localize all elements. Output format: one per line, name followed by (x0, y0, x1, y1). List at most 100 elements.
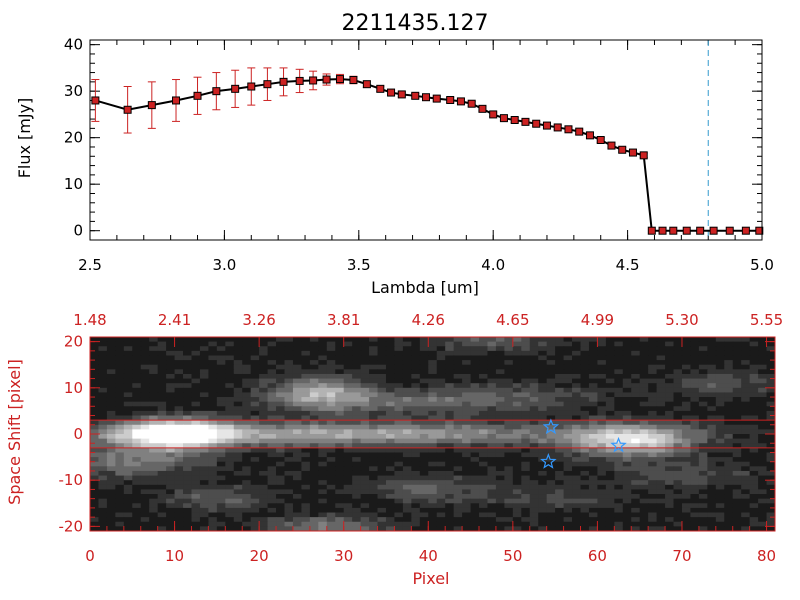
image-pixel (639, 373, 649, 380)
image-pixel (352, 526, 362, 532)
image-pixel (343, 369, 353, 375)
image-pixel (106, 457, 116, 463)
image-pixel (622, 406, 632, 412)
image-pixel (732, 383, 742, 389)
image-pixel (377, 420, 387, 426)
image-pixel (318, 503, 328, 509)
image-pixel (462, 526, 472, 532)
image-pixel (741, 498, 751, 504)
image-pixel (402, 341, 412, 347)
image-pixel (724, 383, 734, 389)
image-pixel (352, 346, 362, 352)
image-pixel (436, 378, 446, 384)
image-pixel (622, 424, 632, 430)
image-pixel (369, 350, 379, 356)
image-pixel (707, 392, 717, 398)
image-pixel (538, 507, 548, 514)
image-pixel (242, 406, 252, 412)
bottom-y-tick-label: 20 (64, 333, 83, 351)
image-pixel (724, 498, 734, 504)
image-pixel (546, 438, 556, 444)
image-pixel (326, 517, 336, 523)
image-pixel (242, 489, 252, 495)
image-pixel (538, 392, 548, 398)
image-pixel (157, 429, 167, 435)
image-pixel (259, 397, 269, 403)
image-pixel (360, 355, 370, 361)
image-pixel (385, 401, 395, 407)
image-pixel (656, 466, 666, 472)
image-pixel (309, 429, 319, 435)
image-pixel (673, 526, 683, 532)
image-pixel (758, 512, 768, 518)
image-pixel (681, 489, 691, 495)
image-pixel (732, 480, 742, 486)
image-pixel (174, 397, 184, 403)
image-pixel (614, 470, 624, 477)
image-pixel (724, 517, 734, 523)
image-pixel (597, 387, 607, 393)
image-pixel (149, 369, 159, 375)
image-pixel (250, 494, 260, 500)
image-pixel (470, 401, 480, 407)
image-pixel (208, 507, 218, 514)
image-pixel (140, 383, 150, 389)
image-pixel (673, 517, 683, 523)
bottom-y-tick-label: -10 (59, 471, 84, 489)
image-pixel (580, 498, 590, 504)
image-pixel (673, 443, 683, 449)
image-pixel (301, 498, 311, 504)
image-pixel (504, 461, 514, 467)
image-pixel (377, 461, 387, 467)
image-pixel (123, 429, 133, 435)
image-pixel (402, 526, 412, 532)
image-pixel (614, 484, 624, 490)
image-pixel (707, 526, 717, 532)
bottom-x-tick-label: 60 (588, 547, 607, 565)
image-pixel (199, 392, 209, 398)
image-pixel (741, 429, 751, 435)
image-pixel (157, 461, 167, 467)
image-pixel (707, 521, 717, 527)
image-pixel (741, 521, 751, 527)
image-pixel (698, 484, 708, 490)
image-pixel (428, 401, 438, 407)
image-pixel (741, 503, 751, 509)
image-pixel (580, 401, 590, 407)
image-pixel (98, 346, 108, 352)
image-pixel (335, 447, 345, 453)
image-pixel (411, 466, 421, 472)
image-pixel (707, 346, 717, 352)
image-pixel (572, 420, 581, 426)
image-pixel (495, 401, 505, 407)
image-pixel (208, 387, 218, 393)
bottom-y-tick-label: -20 (59, 517, 84, 535)
image-pixel (758, 420, 768, 426)
image-pixel (453, 378, 463, 384)
image-pixel (588, 443, 598, 449)
image-pixel (250, 360, 260, 366)
image-pixel (385, 392, 395, 398)
image-pixel (352, 341, 362, 347)
image-pixel (106, 503, 116, 509)
image-pixel (90, 341, 99, 347)
image-pixel (665, 373, 675, 380)
image-pixel (572, 401, 581, 407)
image-pixel (352, 355, 362, 361)
image-pixel (149, 360, 159, 366)
image-pixel (183, 480, 192, 486)
image-pixel (504, 503, 514, 509)
image-pixel (487, 494, 497, 500)
image-pixel (292, 507, 302, 514)
image-pixel (597, 373, 607, 380)
image-pixel (166, 503, 176, 509)
image-pixel (259, 461, 269, 467)
image-pixel (377, 452, 387, 458)
image-pixel (369, 521, 379, 527)
image-pixel (724, 420, 734, 426)
image-pixel (157, 337, 167, 343)
image-pixel (326, 507, 336, 514)
image-pixel (715, 489, 725, 495)
image-pixel (648, 415, 658, 421)
image-pixel (741, 461, 751, 467)
